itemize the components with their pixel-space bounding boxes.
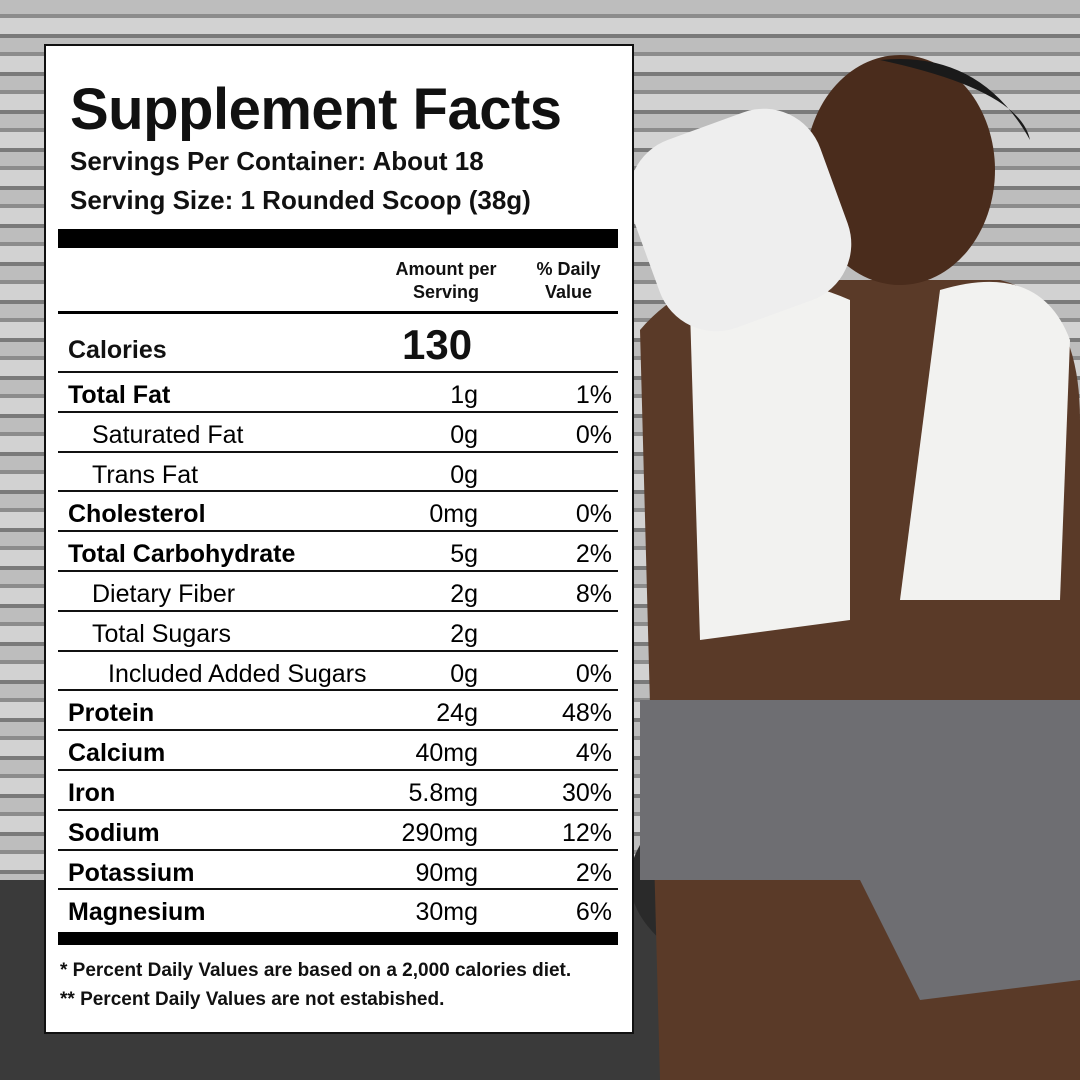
daily-value: 0% xyxy=(575,420,612,449)
amount: 290mg xyxy=(401,818,478,847)
row: Magnesium 30mg 6% xyxy=(58,888,618,928)
amount: 30mg xyxy=(415,898,478,927)
nutrient: Sodium xyxy=(68,818,160,847)
amount: 0g xyxy=(450,420,478,449)
row: Total Carbohydrate 5g 2% xyxy=(58,530,618,570)
daily-value: 2% xyxy=(575,858,612,887)
amount: 2g xyxy=(450,619,478,648)
rule xyxy=(58,311,618,314)
amount-header: Amount per Serving xyxy=(395,259,497,302)
amount: 2g xyxy=(450,579,478,608)
amount: 5g xyxy=(450,540,478,569)
daily-value: 1% xyxy=(575,381,612,409)
row: Potassium 90mg 2% xyxy=(58,848,618,889)
nutrient: Included Added Sugars xyxy=(108,659,367,688)
title: Supplement Facts xyxy=(70,77,562,142)
daily-value-header: % Daily Value xyxy=(536,259,601,302)
footnote: ** Percent Daily Values are not estabish… xyxy=(60,989,445,1010)
row: Total Fat 1g 1% xyxy=(58,371,618,411)
row: Sodium 290mg 12% xyxy=(58,808,618,849)
amount: 0g xyxy=(450,460,478,489)
amount: 90mg xyxy=(415,858,478,887)
serving-size: Serving Size: 1 Rounded Scoop (38g) xyxy=(70,185,531,215)
amount: 40mg xyxy=(415,739,478,768)
daily-value: 0% xyxy=(575,659,612,688)
row: Protein 24g 48% xyxy=(58,689,618,729)
footnote: * Percent Daily Values are based on a 2,… xyxy=(60,960,572,981)
row: Included Added Sugars 0g 0% xyxy=(58,649,618,690)
nutrient: Calcium xyxy=(68,739,166,768)
daily-value: 2% xyxy=(575,540,612,569)
thick-rule xyxy=(58,932,618,945)
nutrient: Saturated Fat xyxy=(92,420,244,449)
nutrient: Magnesium xyxy=(68,898,206,927)
nutrient: Dietary Fiber xyxy=(92,579,236,608)
amount: 1g xyxy=(450,381,478,409)
supplement-facts-panel: Supplement Facts Servings Per Container:… xyxy=(44,44,634,1034)
thick-rule xyxy=(58,229,618,248)
amount: 0g xyxy=(450,659,478,688)
nutrient: Cholesterol xyxy=(68,500,206,529)
amount: 0mg xyxy=(429,500,478,529)
daily-value: 8% xyxy=(575,579,612,608)
nutrient: Total Sugars xyxy=(92,619,231,648)
nutrient: Trans Fat xyxy=(92,460,199,489)
row: Trans Fat 0g xyxy=(58,450,618,491)
daily-value: 0% xyxy=(575,500,612,529)
daily-value: 30% xyxy=(561,778,612,807)
daily-value: 48% xyxy=(561,699,612,728)
daily-value: 4% xyxy=(575,739,612,768)
nutrient: Total Carbohydrate xyxy=(68,540,296,569)
nutrient-rows: Total Fat 1g 1% Saturated Fat 0g 0% Trans Fa… xyxy=(58,371,618,928)
row: Saturated Fat 0g 0% xyxy=(58,410,618,451)
amount: 24g xyxy=(436,699,478,728)
row: Calcium 40mg 4% xyxy=(58,729,618,769)
servings-per-container: Servings Per Container: About 18 xyxy=(70,146,484,176)
row: Iron 5.8mg 30% xyxy=(58,768,618,809)
nutrient: Potassium xyxy=(68,858,195,887)
nutrient: Iron xyxy=(68,778,116,807)
row: Dietary Fiber 2g 8% xyxy=(58,569,618,610)
row: Total Sugars 2g xyxy=(58,609,618,650)
row: Cholesterol 0mg 0% xyxy=(58,490,618,530)
nutrient: Total Fat xyxy=(68,381,171,409)
nutrient: Protein xyxy=(68,699,155,728)
amount: 5.8mg xyxy=(408,778,478,807)
calories-value: 130 xyxy=(402,321,473,368)
calories-label: Calories xyxy=(68,336,167,364)
daily-value: 6% xyxy=(575,898,612,927)
daily-value: 12% xyxy=(561,818,612,847)
